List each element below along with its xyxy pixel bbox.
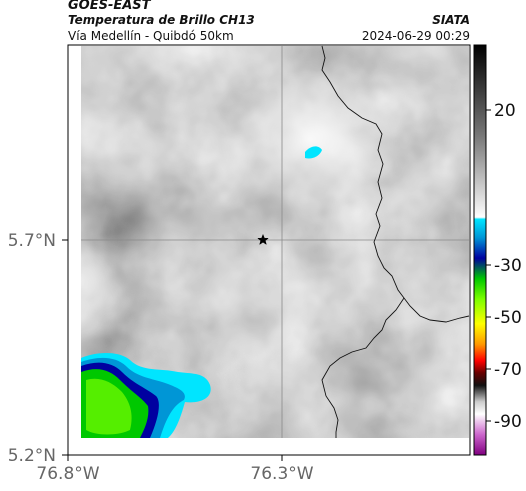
- y-axis-ticks: 5.7°N 5.2°N: [8, 231, 68, 466]
- brightness-temperature-image: [81, 46, 469, 438]
- y-tick-label: 5.2°N: [8, 446, 56, 466]
- x-axis-ticks: 76.8°W 76.3°W: [36, 455, 314, 484]
- org-label: SIATA: [432, 13, 470, 27]
- cold-cloud-spot: [305, 146, 322, 159]
- colorbar-tick-label: -50: [494, 308, 522, 328]
- x-tick-label: 76.8°W: [36, 464, 99, 484]
- y-tick-label: 5.7°N: [8, 231, 56, 251]
- colorbar-tick-label: -30: [494, 256, 522, 276]
- colorbar-ticks: 20 -30 -50 -70 -90: [486, 101, 522, 432]
- satellite-title: GOES-EAST: [68, 0, 151, 13]
- colorbar: [473, 44, 487, 456]
- location-star-marker: [257, 233, 269, 245]
- bright-cloud-area: [220, 70, 400, 210]
- datetime-label: 2024-06-29 00:29: [361, 29, 470, 43]
- department-boundary-south: [321, 297, 405, 438]
- colorbar-tick-label: -90: [494, 412, 522, 432]
- colorbar-tick-label: 20: [494, 101, 516, 121]
- route-subtitle: Vía Medellín - Quibdó 50km: [68, 29, 234, 43]
- department-boundary: [321, 45, 470, 323]
- x-tick-label: 76.3°W: [250, 464, 313, 484]
- product-title: Temperatura de Brillo CH13: [68, 13, 255, 27]
- colorbar-tick-label: -70: [494, 360, 522, 380]
